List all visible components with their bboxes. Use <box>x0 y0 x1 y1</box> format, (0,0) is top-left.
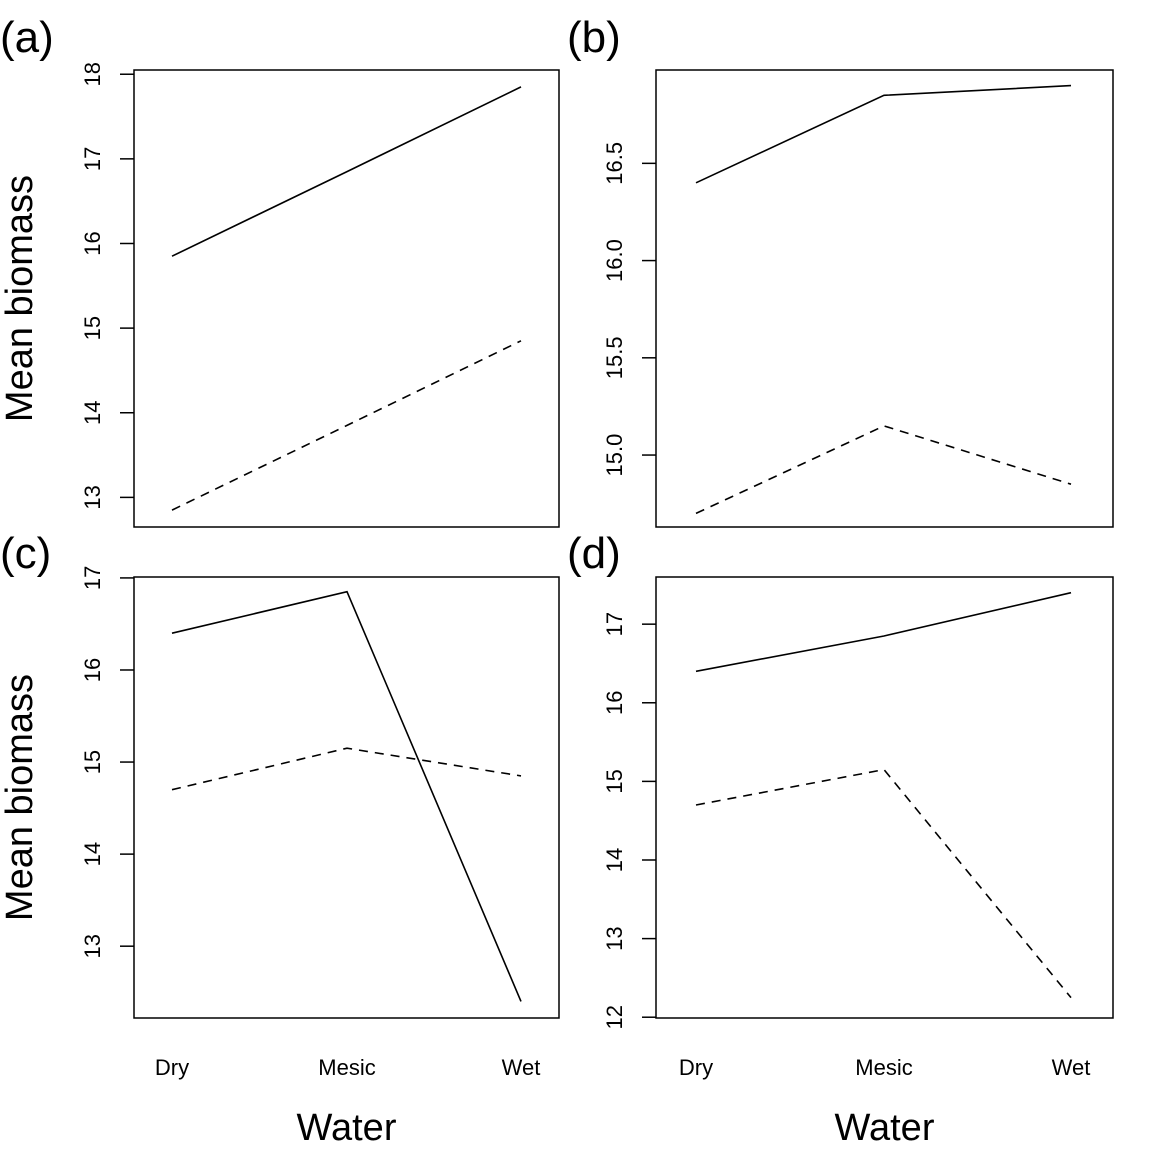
plot-frame <box>133 576 560 1019</box>
panel-label: (a) <box>0 13 54 62</box>
x-tick-label: Wet <box>502 1055 541 1080</box>
y-tick-label: 13 <box>80 485 105 509</box>
series-line-dashed <box>695 768 1072 999</box>
series-line-dashed <box>695 425 1072 515</box>
y-tick-label: 15.5 <box>602 336 627 379</box>
y-tick-label: 13 <box>80 934 105 958</box>
plot-frame <box>655 69 1114 528</box>
panel-label: (c) <box>0 529 51 578</box>
y-tick-label: 14 <box>602 848 627 872</box>
x-tick-label: Mesic <box>318 1055 375 1080</box>
x-axis-title: Water <box>835 1107 935 1149</box>
x-axis-title: Water <box>297 1107 397 1149</box>
y-tick-label: 17 <box>80 147 105 171</box>
x-tick-label: Dry <box>155 1055 189 1080</box>
y-tick-label: 14 <box>80 842 105 866</box>
panel-4: (d) 12 13 14 15 16 17 Dry Mesic Wet Water <box>567 529 1114 1149</box>
y-tick-label: 16 <box>80 658 105 682</box>
y-tick-label: 15 <box>602 769 627 793</box>
panel-1: (a) 13 14 15 16 17 18 Mean biomass <box>0 13 560 528</box>
panel-2: (b) 15.0 15.5 16.0 16.5 <box>567 13 1114 528</box>
series-line-dashed <box>171 747 522 791</box>
series-line-solid <box>171 86 522 257</box>
x-tick-label: Mesic <box>855 1055 912 1080</box>
panels: (a) 13 14 15 16 17 18 Mean biomass (b) 15.0 15.5 16… <box>0 13 1114 1149</box>
x-tick-label: Dry <box>679 1055 713 1080</box>
y-tick-label: 15.0 <box>602 434 627 477</box>
y-tick-label: 17 <box>602 612 627 636</box>
y-tick-label: 17 <box>80 566 105 590</box>
series-line-solid <box>695 591 1072 673</box>
y-tick-label: 13 <box>602 926 627 950</box>
y-tick-label: 15 <box>80 316 105 340</box>
panel-3: (c) 13 14 15 16 17 Mean biomass Dry Mesic Wet Wate… <box>0 529 560 1149</box>
y-tick-label: 18 <box>80 62 105 86</box>
series-line-solid <box>695 84 1072 184</box>
y-tick-label: 16 <box>80 231 105 255</box>
panel-label: (d) <box>567 529 621 578</box>
y-tick-label: 16 <box>602 691 627 715</box>
plot-frame <box>133 69 560 528</box>
series-line-dashed <box>171 340 522 511</box>
y-tick-label: 16.0 <box>602 239 627 282</box>
y-tick-label: 14 <box>80 401 105 425</box>
panel-label: (b) <box>567 13 621 62</box>
y-tick-label: 12 <box>602 1005 627 1029</box>
plot-frame <box>655 576 1114 1019</box>
y-tick-label: 16.5 <box>602 142 627 185</box>
y-tick-label: 15 <box>80 750 105 774</box>
series-line-solid <box>171 590 522 1002</box>
x-tick-label: Wet <box>1052 1055 1091 1080</box>
y-axis-title: Mean biomass <box>0 674 41 921</box>
y-axis-title: Mean biomass <box>0 175 41 422</box>
